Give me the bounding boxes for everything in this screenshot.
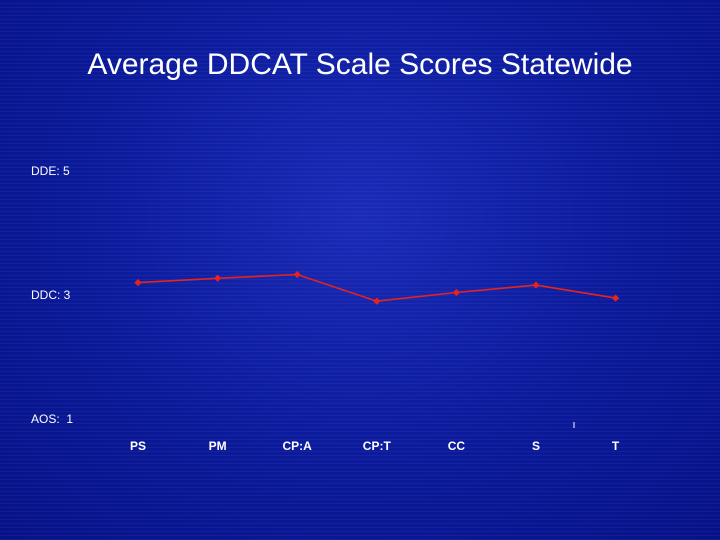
y-axis-labels: DDE: 5 DDC: 3 AOS: 1 (31, 164, 73, 426)
x-tick-label: T (612, 439, 620, 453)
data-point (214, 274, 222, 282)
data-point (373, 297, 381, 305)
series-lines (137, 273, 616, 303)
data-point (293, 270, 301, 279)
x-axis-labels: PS PM CP:A CP:T CC S T (130, 439, 620, 453)
y-tick-label: DDC: 3 (31, 288, 71, 302)
x-tick-label: CC (448, 439, 466, 453)
series-line (137, 273, 616, 303)
data-points (134, 270, 620, 305)
x-tick-label: S (532, 439, 540, 453)
data-point (134, 279, 142, 287)
x-tick-label: CP:T (363, 439, 392, 453)
x-tick-label: CP:A (283, 439, 313, 453)
x-tick-label: PS (130, 439, 146, 453)
y-tick-label: AOS: 1 (31, 412, 73, 426)
y-tick-label: DDE: 5 (31, 164, 70, 178)
data-point (452, 288, 460, 297)
slide-title: Average DDCAT Scale Scores Statewide (87, 48, 633, 81)
data-point (532, 281, 540, 289)
x-tick-label: PM (209, 439, 227, 453)
data-point (612, 294, 620, 302)
